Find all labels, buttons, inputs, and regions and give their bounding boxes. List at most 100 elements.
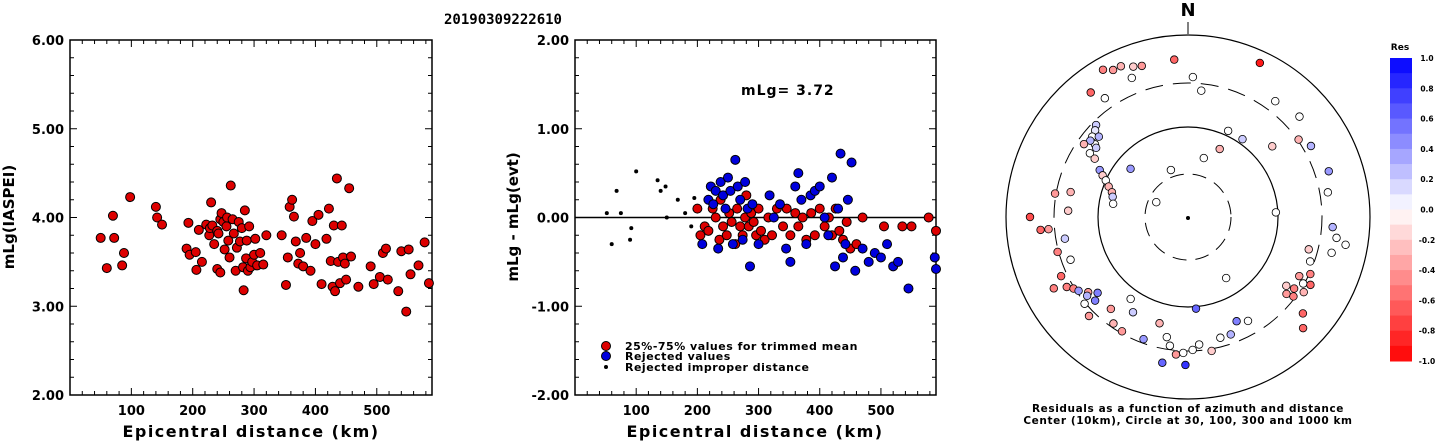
x-tick-label: 300 [240, 404, 267, 419]
residual-marker [1066, 187, 1075, 197]
polar-panel: N Residuals as a function of azimuth and… [1005, 0, 1371, 427]
data-point-rejected [903, 283, 914, 294]
data-point [255, 248, 266, 258]
data-point-rejected [744, 261, 755, 272]
data-point [732, 203, 743, 214]
data-point [878, 221, 889, 232]
residual-marker [1117, 327, 1127, 336]
middle-panel: -2.00 -1.00 0.00 1.00 2.00 100 200 300 400 500 mL… [504, 34, 941, 441]
data-point-rejected [837, 252, 848, 263]
data-point-rejected [727, 239, 738, 250]
residual-marker [1306, 280, 1315, 290]
left-plot-frame [69, 39, 433, 396]
colorbar: Res 1.0 0.8 0.6 0.4 0.2 0.0 -0.2 -0.4 -0.6 -0.8 -1… [1390, 43, 1435, 366]
residual-marker [1328, 222, 1337, 232]
colorbar-cell [1390, 133, 1412, 150]
y-tick-label: 1.00 [537, 123, 569, 138]
residual-marker [1170, 55, 1179, 64]
data-point [276, 230, 287, 241]
data-point-rejected [931, 263, 941, 274]
residual-marker [1341, 240, 1350, 249]
data-point [209, 239, 220, 250]
data-point [756, 225, 767, 236]
data-point [310, 239, 321, 250]
residual-marker [1080, 299, 1089, 308]
residual-marker [1304, 245, 1313, 254]
data-point [906, 221, 917, 232]
data-point [244, 221, 255, 232]
colorbar-cell [1390, 209, 1412, 226]
residual-marker [1216, 333, 1225, 342]
residual-marker [1036, 225, 1045, 235]
left-x-label: Epicentral distance (km) [122, 422, 379, 441]
data-point [703, 225, 714, 236]
data-point [931, 225, 941, 236]
data-point-rejected [730, 154, 741, 165]
residual-marker [1268, 142, 1277, 151]
data-point [196, 256, 207, 267]
residual-marker [1049, 284, 1058, 293]
data-point [238, 285, 249, 296]
residual-marker [1191, 304, 1201, 313]
residual-marker [1166, 165, 1176, 175]
colorbar-cell [1390, 315, 1412, 332]
data-point-improper [634, 169, 639, 174]
residual-marker [1188, 345, 1197, 355]
residual-marker [1271, 208, 1281, 217]
residual-marker [1060, 234, 1070, 243]
data-point-rejected [833, 203, 844, 214]
residual-marker [1215, 144, 1224, 154]
data-point-improper [692, 195, 697, 200]
x-tick-label: 500 [867, 404, 894, 419]
data-point [330, 286, 341, 297]
residual-marker [1128, 308, 1138, 317]
residual-marker [1162, 332, 1172, 342]
residual-marker [1093, 288, 1102, 298]
data-point [401, 306, 412, 317]
residual-marker [1074, 286, 1083, 296]
data-point [403, 244, 414, 255]
residual-marker [1289, 284, 1299, 293]
y-tick-label: 0.00 [537, 212, 569, 227]
residual-marker [1056, 271, 1066, 281]
data-point [809, 230, 820, 241]
data-point-improper [675, 197, 680, 202]
data-point [735, 221, 746, 232]
colorbar-cell [1390, 270, 1412, 286]
residual-marker [1298, 323, 1308, 333]
x-tick-label: 400 [806, 404, 833, 419]
residual-marker [1282, 281, 1291, 291]
residual-marker [1194, 340, 1204, 349]
data-point-rejected [842, 194, 853, 205]
data-point [241, 235, 252, 246]
legend-marker-improper [604, 365, 608, 369]
data-point [282, 252, 293, 263]
data-point [288, 211, 299, 222]
middle-y-label: mLg - mLg(evt) [504, 152, 522, 281]
data-point-rejected [713, 243, 724, 254]
data-point [117, 260, 128, 271]
center-point [1186, 216, 1190, 220]
residual-marker [1050, 189, 1060, 198]
data-point-rejected [929, 252, 940, 263]
residual-marker [1199, 153, 1208, 163]
residual-marker [1044, 225, 1053, 234]
data-point [857, 212, 868, 223]
x-tick-label: 400 [302, 404, 329, 419]
data-point [897, 221, 908, 232]
residual-marker [1084, 311, 1094, 321]
data-point [305, 265, 316, 276]
residual-marker [1108, 65, 1118, 75]
data-point [213, 228, 224, 239]
data-point [767, 230, 778, 241]
data-point [806, 208, 817, 219]
residual-marker [1295, 112, 1304, 121]
legend-label-rejected: Rejected values [625, 350, 731, 363]
data-point-rejected [710, 185, 721, 196]
data-point-rejected [823, 230, 834, 241]
data-point [790, 208, 801, 219]
data-point-improper [664, 215, 669, 220]
data-point [239, 205, 250, 216]
y-tick-label: -1.00 [532, 300, 569, 315]
colorbar-cell [1390, 73, 1412, 89]
